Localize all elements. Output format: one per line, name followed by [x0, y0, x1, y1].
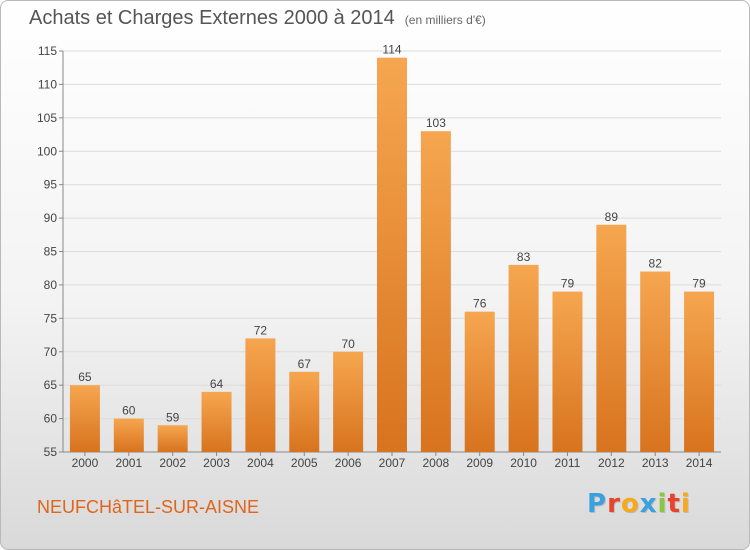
- data-label-2005: 67: [298, 357, 312, 371]
- y-tick-label: 90: [44, 211, 58, 225]
- x-tick-label-2009: 2009: [466, 456, 493, 470]
- chart-title: Achats et Charges Externes 2000 à 2014 (e…: [29, 7, 486, 30]
- data-label-2007: 114: [382, 43, 401, 57]
- data-label-2006: 70: [341, 337, 355, 351]
- x-tick-label-2007: 2007: [379, 456, 406, 470]
- y-tick-label: 105: [37, 111, 57, 125]
- data-label-2001: 60: [122, 404, 136, 418]
- x-tick-label-2001: 2001: [115, 456, 142, 470]
- logo-letter: o: [620, 489, 640, 519]
- data-label-2011: 79: [561, 277, 575, 291]
- bar-2010: [508, 264, 539, 452]
- town-name: NEUFCHâTEL-SUR-AISNE: [37, 497, 260, 517]
- bar-2007: [377, 57, 407, 452]
- data-labels: 65 60 59 64 72 67 70 114 103 76 83 79 89 82 79: [78, 43, 706, 425]
- data-label-2009: 76: [473, 297, 487, 311]
- data-label-2012: 89: [605, 210, 619, 224]
- chart-title-text: Achats et Charges Externes 2000 à 2014: [29, 7, 395, 29]
- y-tick-label: 110: [38, 77, 57, 91]
- x-tick-label-2008: 2008: [423, 456, 450, 470]
- bar-2013: [640, 271, 671, 452]
- data-label-2010: 83: [517, 250, 531, 264]
- y-tick-label: 80: [44, 278, 58, 292]
- x-tick-label-2013: 2013: [642, 456, 669, 470]
- x-tick-label-2010: 2010: [510, 456, 537, 470]
- logo-letter: P: [587, 489, 608, 519]
- data-label-2002: 59: [166, 410, 180, 424]
- bar-2006: [333, 351, 364, 452]
- x-tick-label-2006: 2006: [335, 456, 362, 470]
- bars: [69, 57, 715, 452]
- logo-letter: t: [667, 489, 681, 519]
- y-tick-label: 65: [44, 378, 58, 392]
- y-tick-label: 115: [38, 44, 57, 58]
- axes: 55 60 65 70 75 80 85 90 95 100 105 110 115 2000 2001 20…: [37, 44, 721, 470]
- data-label-2008: 103: [426, 116, 446, 130]
- x-tick-label-2012: 2012: [598, 456, 625, 470]
- bar-2014: [684, 291, 715, 452]
- bar-2008: [420, 131, 451, 452]
- y-tick-label: 95: [44, 178, 58, 192]
- bar-2003: [201, 391, 232, 452]
- bar-2005: [289, 371, 320, 452]
- x-tick-label-2011: 2011: [555, 456, 581, 470]
- y-tick-label: 100: [37, 144, 57, 158]
- bar-2001: [113, 418, 144, 452]
- bar-2009: [464, 311, 495, 452]
- logo-letter: i: [657, 489, 668, 519]
- x-tick-label-2003: 2003: [203, 456, 230, 470]
- logo-letter: r: [607, 489, 621, 519]
- data-label-2013: 82: [649, 257, 663, 271]
- chart-subtitle: (en milliers d'€): [404, 13, 486, 27]
- logo-letter: i: [680, 489, 691, 519]
- logo-letter: x: [639, 489, 658, 519]
- x-tick-label-2004: 2004: [247, 456, 274, 470]
- bar-2002: [157, 425, 188, 452]
- data-label-2000: 65: [78, 370, 92, 384]
- bar-2011: [552, 291, 583, 452]
- y-tick-label: 60: [44, 412, 58, 426]
- data-label-2003: 64: [210, 377, 224, 391]
- y-tick-label: 70: [44, 345, 58, 359]
- y-tick-label: 75: [44, 311, 58, 325]
- data-label-2014: 79: [692, 277, 706, 291]
- x-tick-label-2000: 2000: [72, 456, 99, 470]
- bar-2000: [69, 385, 100, 452]
- x-tick-label-2014: 2014: [686, 456, 713, 470]
- proxiti-logo[interactable]: Proxiti: [587, 489, 691, 519]
- bar-2012: [596, 224, 627, 452]
- data-label-2004: 72: [254, 323, 268, 337]
- y-tick-label: 55: [44, 445, 58, 459]
- x-tick-label-2002: 2002: [159, 456, 186, 470]
- y-tick-label: 85: [44, 245, 58, 259]
- x-tick-label-2005: 2005: [291, 456, 318, 470]
- bar-2004: [245, 338, 276, 452]
